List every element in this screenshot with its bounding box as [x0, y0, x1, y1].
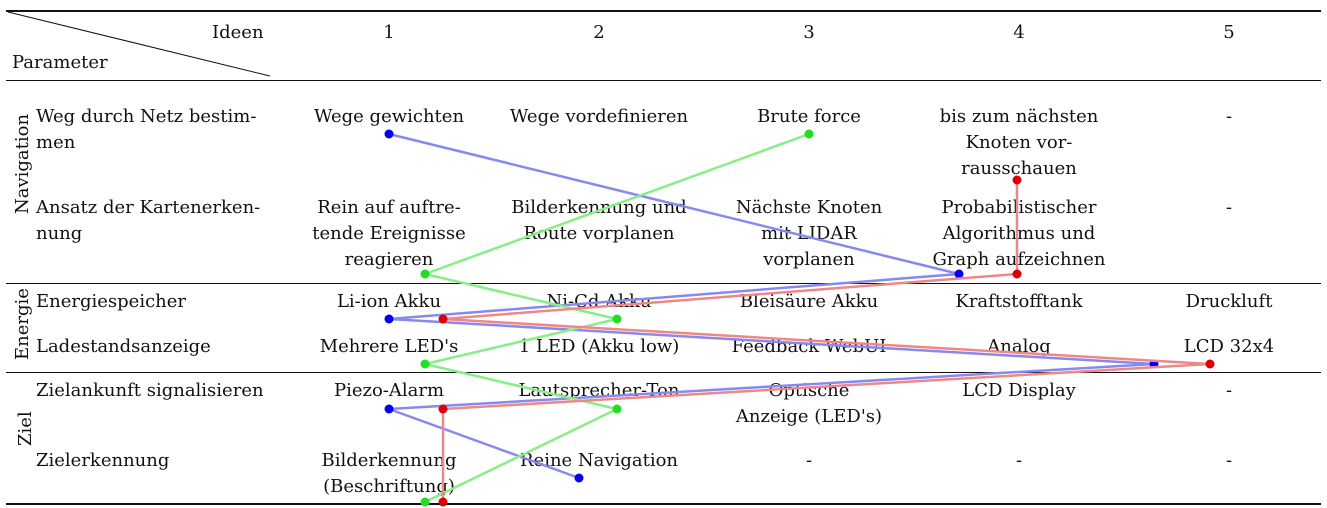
parameter-label: Energiespeicher [36, 291, 187, 312]
option-cell: reagieren [344, 249, 434, 270]
parameter-label: nung [36, 223, 83, 244]
path-dot [420, 269, 430, 279]
option-cell: Bleisäure Akku [739, 291, 879, 312]
option-cell: Reine Navigation [519, 450, 679, 471]
header-rule [6, 80, 1321, 81]
path-dot [1205, 359, 1215, 369]
path-dot [438, 314, 448, 324]
path-dot [804, 129, 814, 139]
option-cell: Anzeige (LED's) [735, 406, 883, 427]
option-cell: - [1015, 450, 1023, 471]
idea-number-2: 2 [593, 22, 605, 43]
parameter-label: Ansatz der Kartenerken- [36, 197, 261, 218]
option-cell: bis zum nächsten [939, 106, 1099, 127]
option-cell: LCD 32x4 [1183, 336, 1275, 357]
path-dot [438, 497, 448, 507]
option-cell: vorplanen [763, 249, 855, 270]
idea-number-3: 3 [803, 22, 815, 43]
option-cell: Kraftstofftank [955, 291, 1083, 312]
path-dot [420, 497, 430, 507]
path-dot [612, 404, 622, 414]
idea-number-1: 1 [383, 22, 395, 43]
path-dot [420, 359, 430, 369]
option-cell: Brute force [757, 106, 861, 127]
option-cell: LCD Display [962, 380, 1076, 401]
group-rule-ziel [6, 372, 1321, 373]
path-line-2 [420, 132, 810, 504]
path-line-1 [388, 132, 1155, 480]
option-cell: Route vorplanen [523, 223, 675, 244]
option-cell: Druckluft [1185, 291, 1273, 312]
parameter-label: Ladestandsanzeige [36, 336, 211, 357]
idea-number-5: 5 [1223, 22, 1235, 43]
option-cell: Li-ion Akku [336, 291, 442, 312]
path-dot [438, 404, 448, 414]
option-cell: - [805, 450, 813, 471]
option-cell: Piezo-Alarm [333, 380, 445, 401]
parameter-label: Zielerkennung [36, 450, 170, 471]
option-cell: - [1225, 380, 1233, 401]
option-cell: Rein auf auftre- [317, 197, 461, 218]
option-cell: Bilderkennung und [511, 197, 687, 218]
option-cell: Wege vordefinieren [509, 106, 689, 127]
option-cell: rausschauen [961, 158, 1077, 179]
option-cell: tende Ereignisse [312, 223, 466, 244]
path-dot [1012, 175, 1022, 185]
top-rule [6, 10, 1321, 12]
path-line-3 [441, 180, 1211, 502]
option-cell: (Beschriftung) [323, 476, 455, 497]
option-cell: Bilderkennung [321, 450, 457, 471]
path-dot [574, 473, 584, 483]
group-rule-energie [6, 283, 1321, 284]
path-dot [384, 129, 394, 139]
path-dot [954, 269, 964, 279]
parameter-label: men [36, 132, 76, 153]
option-cell: Probabilistischer [941, 197, 1097, 218]
bottom-rule [6, 503, 1321, 505]
option-cell: Mehrere LED's [319, 336, 459, 357]
path-dot [384, 404, 394, 414]
option-cell: - [1225, 197, 1233, 218]
idea-number-4: 4 [1013, 22, 1025, 43]
path-dot [1012, 269, 1022, 279]
option-cell: Nächste Knoten [735, 197, 883, 218]
option-cell: Graph aufzeichnen [932, 249, 1106, 270]
path-dot [384, 314, 394, 324]
option-cell: - [1225, 450, 1233, 471]
option-cell: Algorithmus und [942, 223, 1096, 244]
option-cell: mit LIDAR [761, 223, 857, 244]
parameter-label: Zielankunft signalisieren [36, 380, 264, 401]
path-dot [612, 314, 622, 324]
option-cell: 1 LED (Akku low) [518, 336, 680, 357]
option-cell: - [1225, 106, 1233, 127]
option-cell: Wege gewichten [313, 106, 465, 127]
option-cell: Knoten vor- [965, 132, 1073, 153]
parameter-label: Weg durch Netz bestim- [36, 106, 257, 127]
